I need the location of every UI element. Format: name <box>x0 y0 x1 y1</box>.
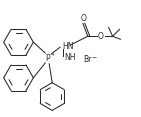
Text: P: P <box>45 53 49 62</box>
Text: −: − <box>92 55 97 60</box>
Text: Br: Br <box>83 55 91 64</box>
Text: O: O <box>81 14 87 23</box>
Text: HN: HN <box>62 42 74 51</box>
Text: O: O <box>98 32 104 41</box>
Text: NH: NH <box>64 53 76 62</box>
Text: +: + <box>51 52 55 57</box>
